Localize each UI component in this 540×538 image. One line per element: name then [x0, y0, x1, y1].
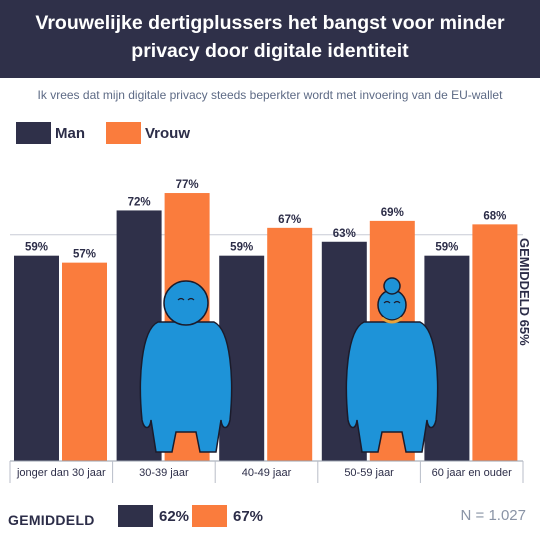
legend-man-label: Man: [55, 124, 85, 142]
legend-vrouw-swatch: [106, 122, 141, 144]
sample-size: N = 1.027: [460, 507, 526, 524]
reference-line-label: GEMIDDELD 65%: [517, 238, 532, 346]
x-tick-label-0: jonger dan 30 jaar: [16, 467, 106, 479]
data-label-vrouw-3: 69%: [381, 207, 404, 219]
data-label-vrouw-4: 68%: [483, 210, 506, 222]
man-figure-icon: [139, 280, 233, 453]
bar-vrouw-2: [267, 227, 313, 461]
data-label-man-3: 63%: [333, 228, 356, 240]
data-label-man-4: 59%: [435, 242, 458, 254]
average-vrouw-value: 67%: [233, 507, 264, 525]
bar-man-0: [14, 255, 59, 461]
bar-vrouw-4: [472, 224, 518, 461]
x-tick-label-4: 60 jaar en ouder: [431, 467, 512, 479]
data-label-vrouw-1: 77%: [176, 179, 199, 191]
x-tick-label-1: 30-39 jaar: [139, 467, 189, 479]
x-tick-label-2: 40-49 jaar: [241, 467, 292, 479]
average-man: 62%: [118, 505, 189, 527]
legend-man-swatch: [16, 122, 51, 144]
x-tick-label-3: 50-59 jaar: [344, 467, 394, 479]
legend-vrouw-label: Vrouw: [145, 124, 191, 142]
data-label-man-2: 59%: [230, 242, 253, 254]
bar-vrouw-0: [62, 262, 107, 461]
woman-figure-icon: [345, 277, 439, 453]
chart-title: Vrouwelijke dertigplussers het bangst vo…: [35, 12, 505, 62]
average-man-value: 62%: [159, 507, 190, 525]
average-vrouw: 67%: [192, 505, 263, 527]
legend-man: Man: [16, 122, 85, 144]
average-title: GEMIDDELD: [8, 512, 95, 528]
data-label-man-1: 72%: [128, 196, 151, 208]
chart-subtitle: Ik vrees dat mijn digitale privacy steed…: [37, 88, 503, 102]
header-banner: [0, 0, 540, 78]
average-vrouw-swatch: [192, 505, 227, 527]
average-man-swatch: [118, 505, 153, 527]
data-label-man-0: 59%: [25, 242, 48, 254]
data-label-vrouw-0: 57%: [73, 249, 96, 261]
data-label-vrouw-2: 67%: [278, 214, 301, 226]
legend-vrouw: Vrouw: [106, 122, 190, 144]
